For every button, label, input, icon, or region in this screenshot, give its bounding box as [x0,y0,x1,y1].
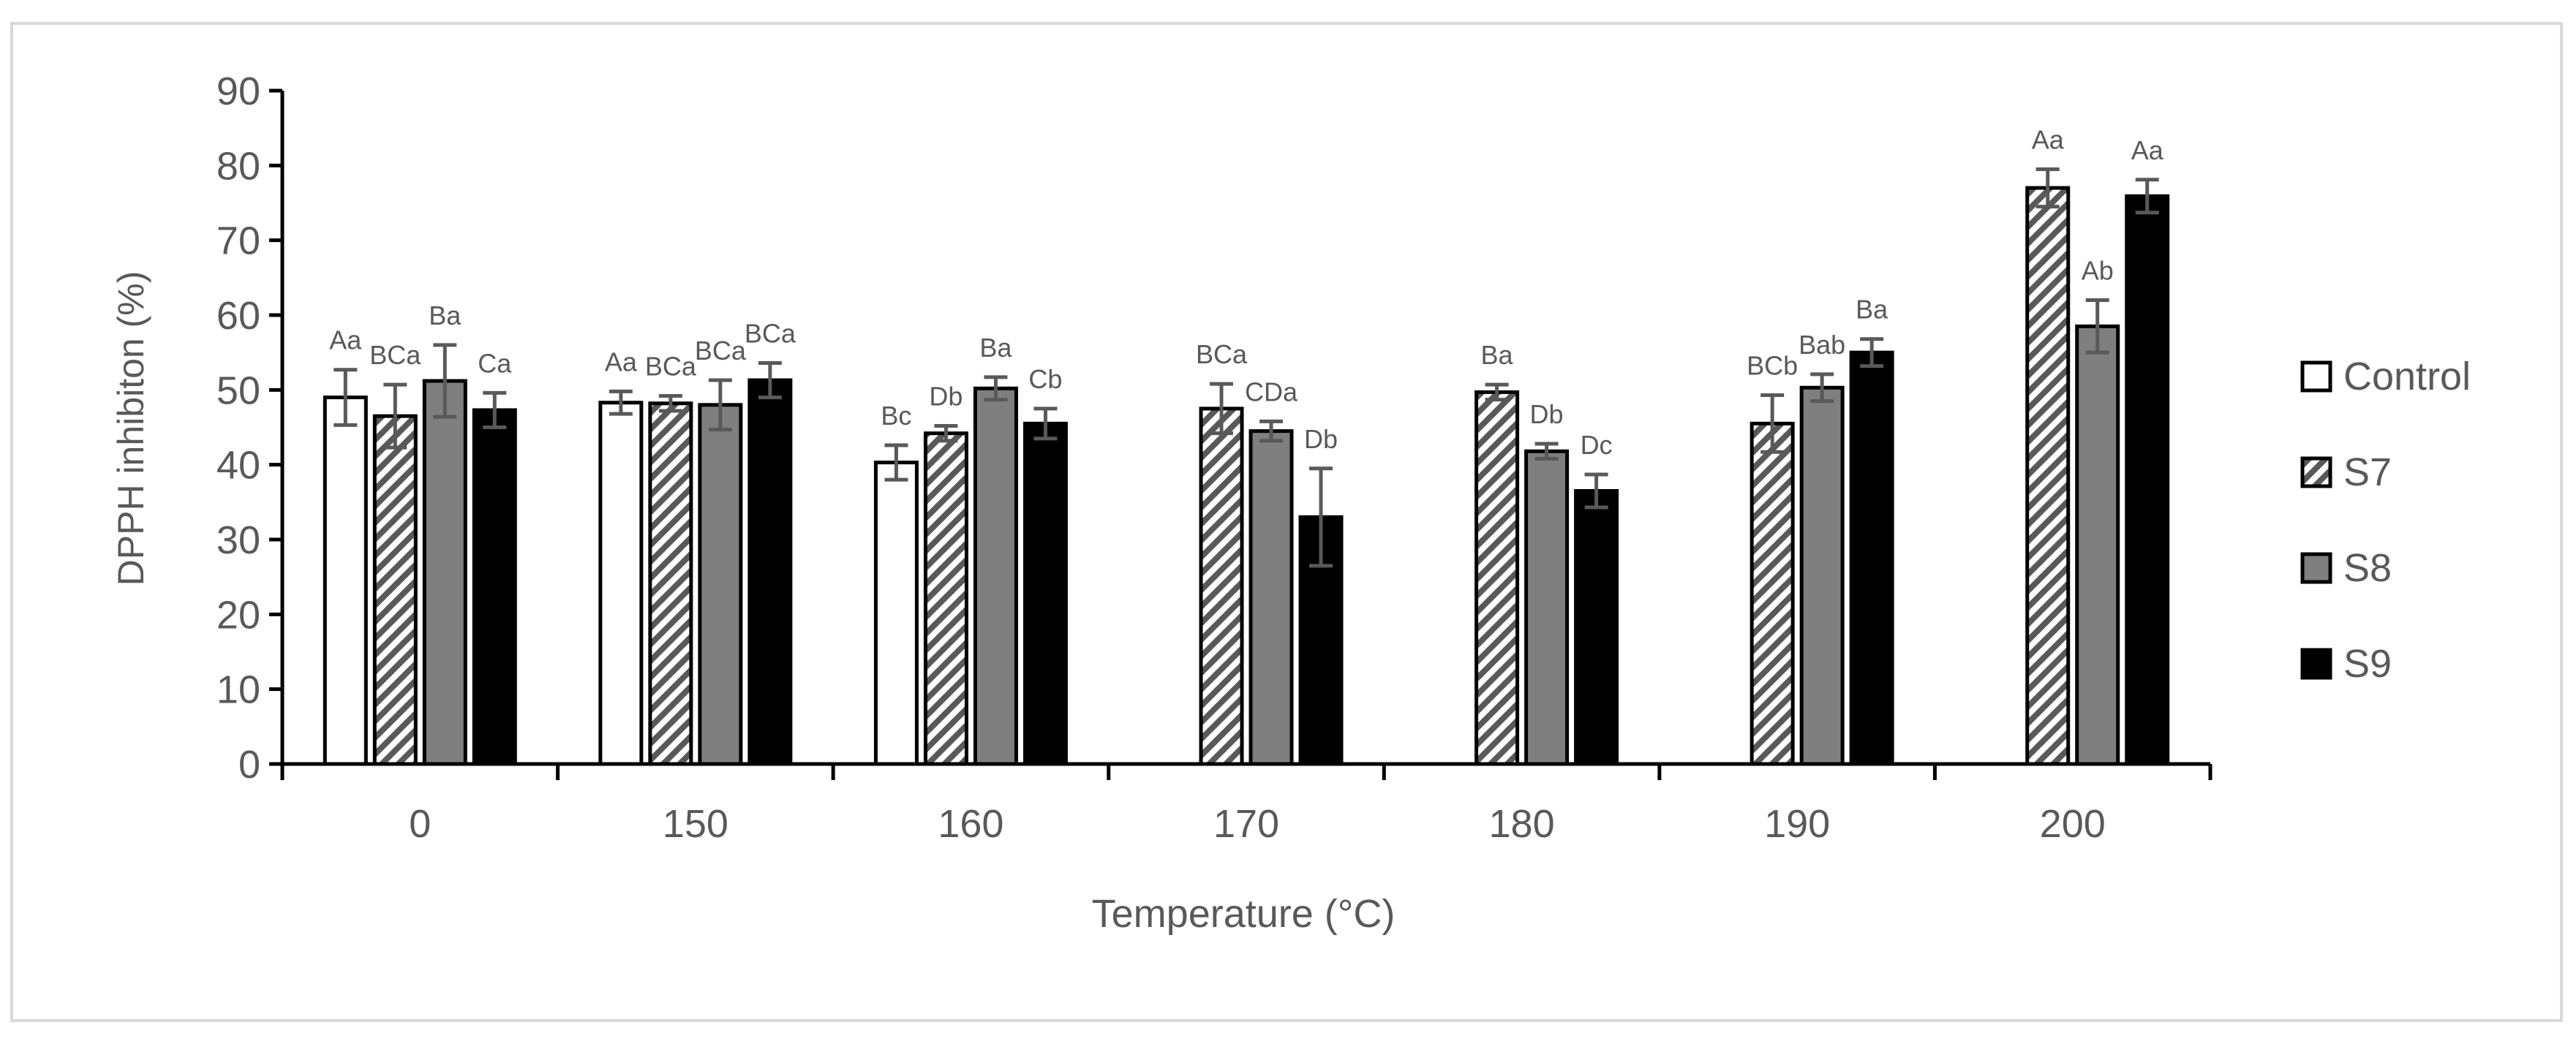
bar-s9-190 [1849,350,1894,766]
x-tick-label: 180 [1489,802,1555,846]
data-label: Bc [881,401,911,431]
legend-label-control: Control [2343,355,2471,398]
bar-s9-160 [1023,421,1068,766]
x-tick-label: 190 [1764,802,1830,846]
bar-s8-190 [1799,385,1845,766]
data-label: Aa [605,347,638,377]
data-label: BCa [645,352,697,382]
y-tick-label: 40 [216,444,260,488]
bar-s7-180 [1475,390,1520,766]
legend-swatch-control [2300,360,2332,393]
legend-label-s8: S8 [2343,546,2392,590]
data-label: Db [1530,399,1564,429]
data-label: Ab [2082,256,2114,286]
data-label: Ca [478,348,512,378]
y-tick-label: 0 [238,743,260,787]
bar-s8-200 [2075,324,2120,766]
bar-s7-0 [372,414,418,766]
bar-s9-150 [747,378,793,766]
data-label: Ba [1856,295,1888,325]
data-label: BCb [1747,350,1798,380]
y-tick-label: 50 [216,368,260,412]
data-label: Db [1304,424,1338,454]
data-label: Aa [2032,124,2065,154]
data-label: Dc [1581,430,1613,460]
x-tick-label: 160 [938,802,1003,846]
data-label: Aa [329,325,362,355]
legend-swatch-s7 [2300,456,2332,488]
legend-label-s7: S7 [2343,450,2392,494]
bar-s9-200 [2125,194,2170,766]
x-tick-label: 170 [1213,802,1279,846]
data-label: Db [929,381,963,411]
bar-s8-180 [1524,449,1570,766]
data-label: Ba [979,333,1012,363]
bar-s7-170 [1199,406,1244,766]
y-tick-label: 30 [216,518,260,562]
bar-s7-160 [923,431,968,766]
bar-s7-200 [2025,186,2071,766]
x-tick-label: 150 [663,802,728,846]
data-label: BCa [695,336,747,366]
bar-s7-190 [1750,421,1795,766]
data-label: Ba [429,300,462,330]
data-label: BCa [369,340,421,370]
bar-s8-150 [698,403,743,766]
bar-s9-0 [472,408,517,766]
bar-control-160 [873,461,919,766]
x-tick-label: 200 [2040,802,2106,846]
legend-label-s9: S9 [2343,642,2392,686]
y-tick-label: 10 [216,668,260,712]
bar-s7-150 [648,401,693,766]
bar-s9-180 [1574,488,1619,766]
data-label: Ba [1481,340,1514,370]
y-tick-label: 60 [216,294,260,338]
legend-swatch-s8 [2300,552,2332,584]
bar-s8-160 [973,386,1018,766]
y-axis-title: DPPH inhibiton (%) [110,271,151,586]
data-label: BCa [1196,339,1248,369]
y-tick-label: 20 [216,593,260,637]
data-label: BCa [745,318,796,348]
bar-control-0 [323,396,368,766]
y-tick-label: 70 [216,219,260,263]
data-label: Aa [2131,135,2164,165]
bar-control-150 [598,401,644,766]
y-tick-label: 90 [216,69,260,113]
data-label: Cb [1028,364,1062,394]
y-tick-label: 80 [216,144,260,188]
x-tick-label: 0 [409,802,431,846]
x-axis-title: Temperature (°C) [1092,892,1396,936]
legend-swatch-s9 [2300,648,2332,680]
bar-s8-170 [1249,429,1294,766]
data-label: Bab [1799,330,1845,360]
bar-s8-0 [422,379,467,766]
data-label: CDa [1245,377,1298,406]
